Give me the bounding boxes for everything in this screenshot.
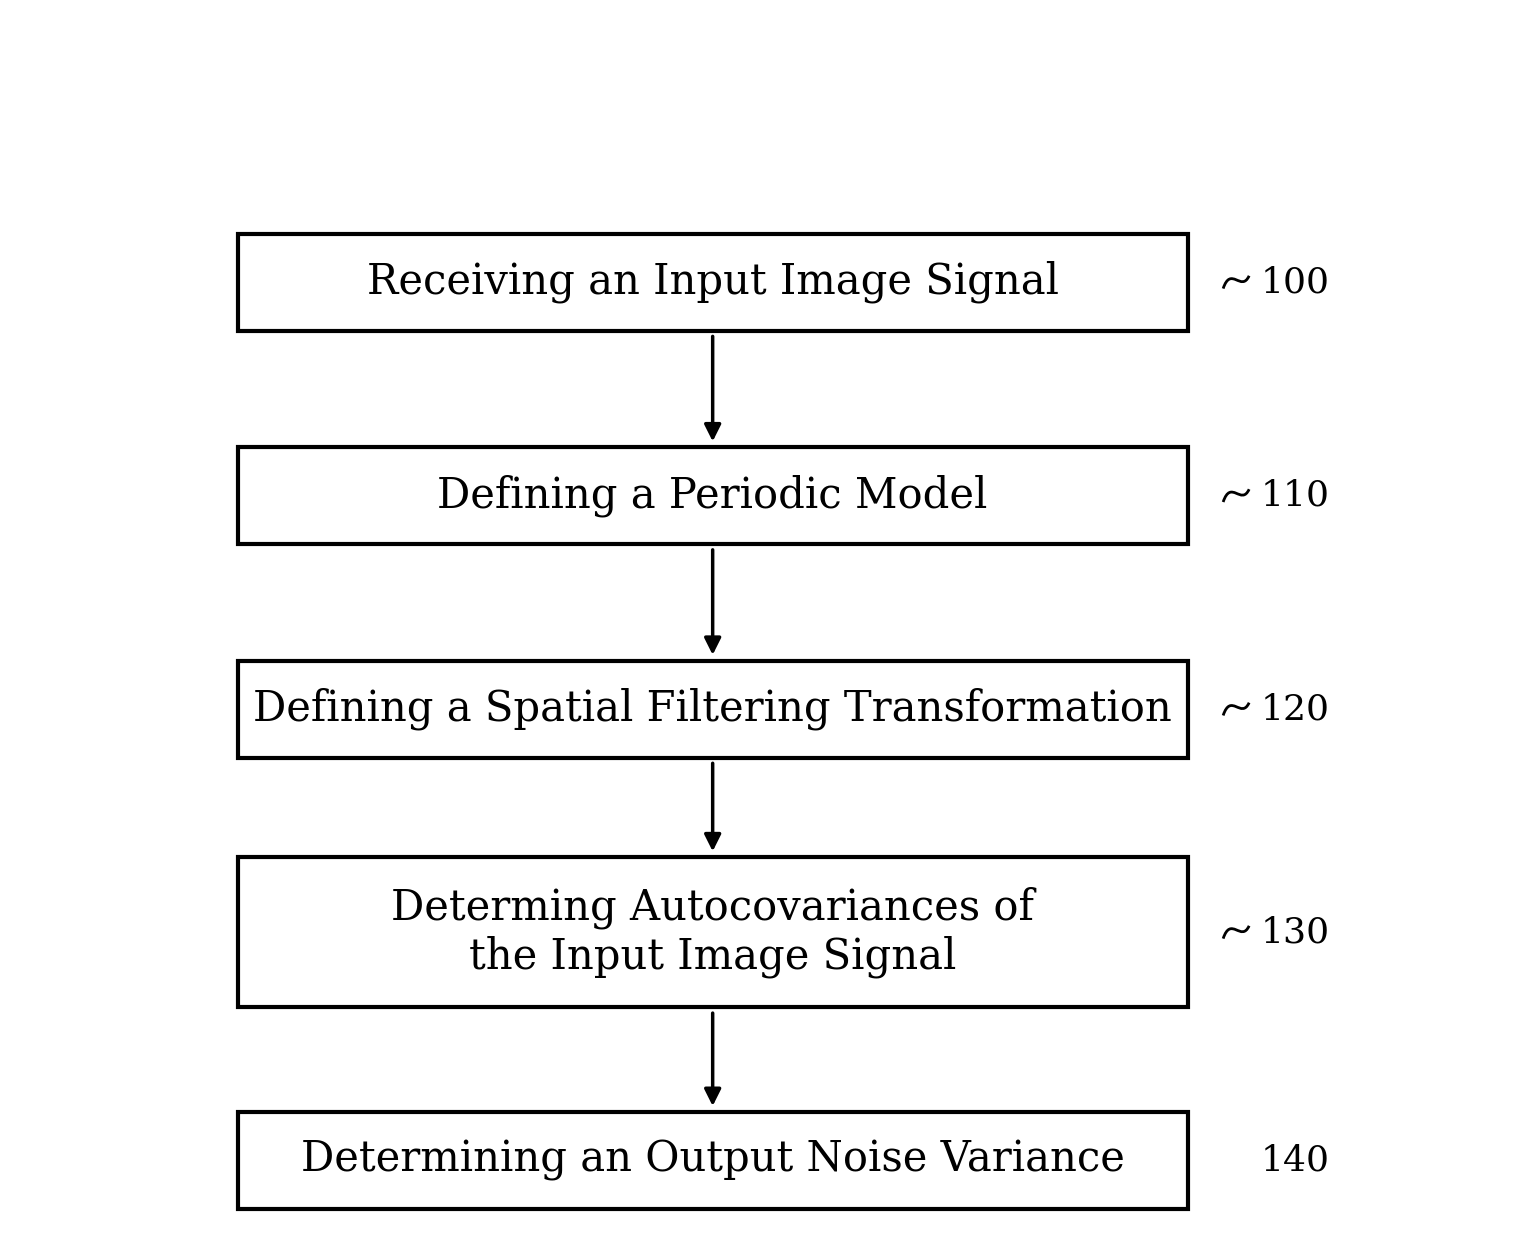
Bar: [238, 447, 1188, 544]
Bar: [238, 233, 1188, 330]
Text: 130: 130: [1261, 915, 1330, 949]
Text: Determing Autocovariances of
the Input Image Signal: Determing Autocovariances of the Input I…: [391, 887, 1034, 978]
Text: Determining an Output Noise Variance: Determining an Output Noise Variance: [300, 1139, 1124, 1181]
Bar: [238, 1111, 1188, 1208]
Text: 140: 140: [1261, 1143, 1330, 1177]
Text: Receiving an Input Image Signal: Receiving an Input Image Signal: [367, 261, 1058, 304]
Bar: [238, 857, 1188, 1008]
Text: Defining a Spatial Filtering Transformation: Defining a Spatial Filtering Transformat…: [253, 688, 1173, 731]
Text: 120: 120: [1261, 692, 1330, 726]
Text: Defining a Periodic Model: Defining a Periodic Model: [437, 474, 988, 517]
Bar: [238, 660, 1188, 757]
Text: 100: 100: [1261, 265, 1330, 299]
Text: 110: 110: [1261, 479, 1330, 513]
